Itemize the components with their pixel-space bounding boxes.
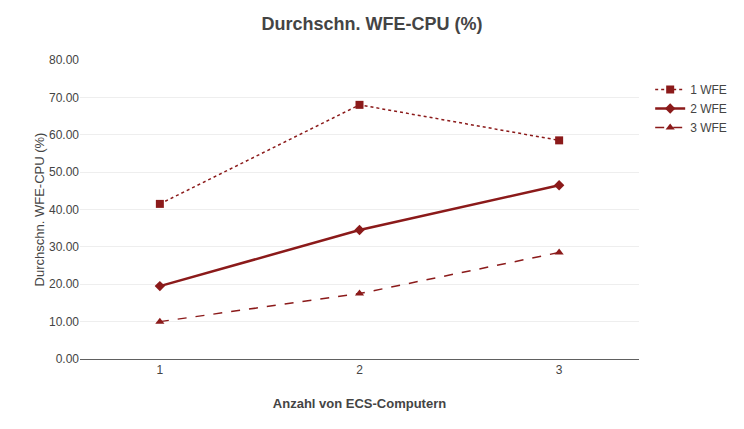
- svg-text:10.00: 10.00: [49, 315, 79, 329]
- svg-text:2: 2: [356, 363, 363, 377]
- svg-text:Durchschn. WFE-CPU (%): Durchschn. WFE-CPU (%): [261, 14, 482, 34]
- svg-text:50.00: 50.00: [49, 165, 79, 179]
- svg-text:80.00: 80.00: [49, 53, 79, 67]
- svg-text:0.00: 0.00: [56, 352, 80, 366]
- svg-text:Anzahl von ECS-Computern: Anzahl von ECS-Computern: [273, 396, 446, 411]
- svg-text:20.00: 20.00: [49, 277, 79, 291]
- svg-text:30.00: 30.00: [49, 240, 79, 254]
- svg-text:1: 1: [157, 363, 164, 377]
- svg-text:70.00: 70.00: [49, 91, 79, 105]
- svg-text:40.00: 40.00: [49, 203, 79, 217]
- svg-text:2 WFE: 2 WFE: [690, 102, 727, 116]
- svg-text:60.00: 60.00: [49, 128, 79, 142]
- svg-text:3: 3: [556, 363, 563, 377]
- svg-text:Durchschn. WFE-CPU (%): Durchschn. WFE-CPU (%): [32, 133, 47, 287]
- svg-text:1 WFE: 1 WFE: [690, 83, 727, 97]
- svg-text:3 WFE: 3 WFE: [690, 121, 727, 135]
